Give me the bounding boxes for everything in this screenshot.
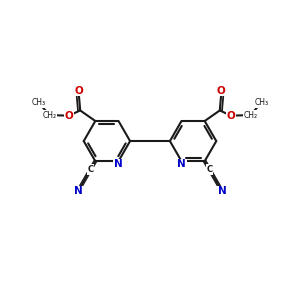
Text: N: N	[177, 159, 186, 169]
Text: N: N	[218, 186, 226, 196]
Text: CH₃: CH₃	[32, 98, 46, 107]
Text: C: C	[87, 165, 94, 174]
Text: CH₂: CH₂	[243, 110, 257, 119]
Text: O: O	[217, 85, 225, 96]
Text: O: O	[227, 111, 236, 121]
Text: N: N	[74, 186, 82, 196]
Text: O: O	[64, 111, 73, 121]
Text: CH₃: CH₃	[254, 98, 268, 107]
Text: C: C	[206, 165, 213, 174]
Text: CH₂: CH₂	[43, 110, 57, 119]
Text: O: O	[75, 85, 83, 96]
Text: N: N	[114, 159, 123, 169]
